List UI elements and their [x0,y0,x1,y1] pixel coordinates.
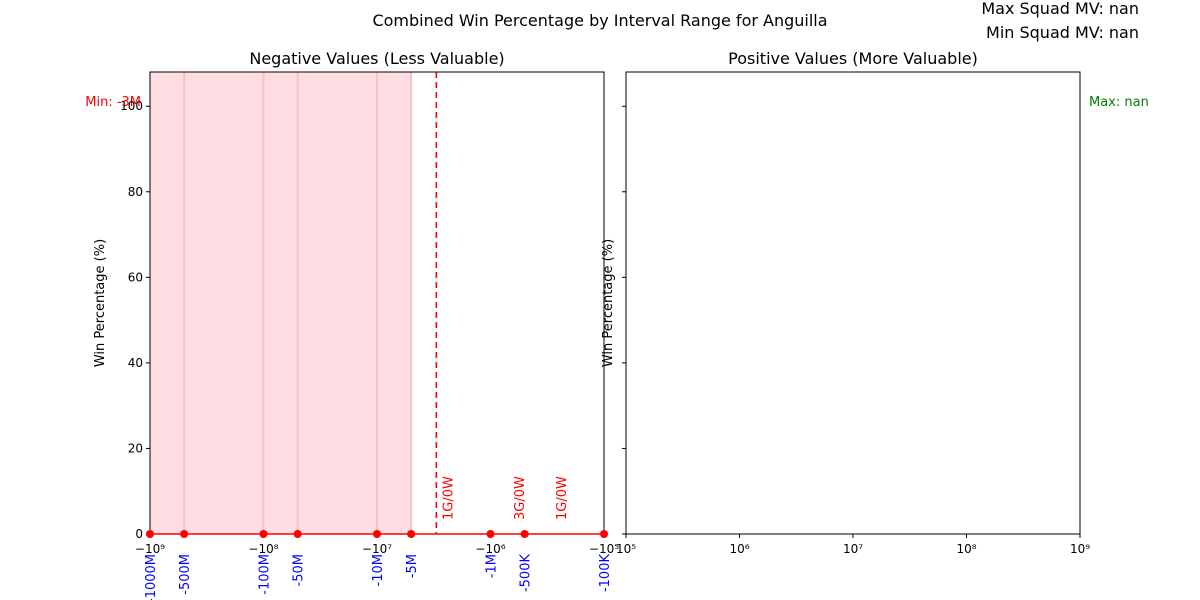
x-tick-label: 10⁷ [843,542,863,556]
games-wins-annotation: 1G/0W [441,476,456,520]
data-point [146,530,154,538]
x-tick-label: 10⁸ [956,542,976,556]
data-point [600,530,608,538]
max-squad-mv-label: Max Squad MV: nan [981,0,1139,18]
data-point [486,530,495,538]
panel-title: Negative Values (Less Valuable) [249,49,504,68]
y-axis-label: Win Percentage (%) [93,239,108,367]
max-value-label: Max: nan [1089,95,1149,110]
min-squad-mv-label: Min Squad MV: nan [986,23,1139,42]
x-tick-label: 10⁶ [729,542,749,556]
data-point [407,530,416,538]
data-point [180,530,189,538]
category-label: -50M [292,554,307,586]
y-axis-label: Win Percentage (%) [601,239,616,367]
category-label: -1000M [144,554,159,600]
y-tick-label: 0 [135,527,143,541]
x-tick-label: 10⁹ [1070,542,1090,556]
category-label: -100K [598,554,613,593]
category-label: -500M [178,554,193,595]
min-value-label: Min: -3M [85,95,141,110]
plot-frame [625,71,1081,535]
panel-title: Positive Values (More Valuable) [728,49,978,68]
x-tick-label: −10⁵ [589,542,619,556]
x-tick-label: 10⁵ [616,542,636,556]
negative-values-panel: Min: -3M Negative Values (Less Valuable) 0… [85,49,619,600]
x-tick-label: −10⁶ [475,542,505,556]
games-wins-annotation: 1G/0W [555,476,570,520]
y-tick-label: 80 [128,185,143,199]
y-tick-label: 60 [128,270,143,284]
x-tick-label: −10⁷ [362,542,392,556]
y-tick-label: 100 [120,99,143,113]
data-point [520,530,529,538]
y-tick-label: 40 [128,356,143,370]
data-point [293,530,302,538]
x-tick-label: −10⁸ [248,542,278,556]
shaded-region [150,72,412,534]
data-point [259,530,268,538]
chart-title: Combined Win Percentage by Interval Rang… [372,11,827,30]
category-label: -100M [258,554,273,595]
y-tick-label: 20 [128,441,143,455]
category-label: -10M [371,554,386,586]
data-point [373,530,381,538]
category-label: -5M [405,554,420,578]
positive-values-panel: Max: nan Positive Values (More Valuable) W… [601,49,1149,556]
category-label: -1M [485,554,500,578]
x-tick-label: −10⁹ [135,542,165,556]
games-wins-annotation: 3G/0W [513,476,528,520]
category-label: -500K [519,554,534,593]
